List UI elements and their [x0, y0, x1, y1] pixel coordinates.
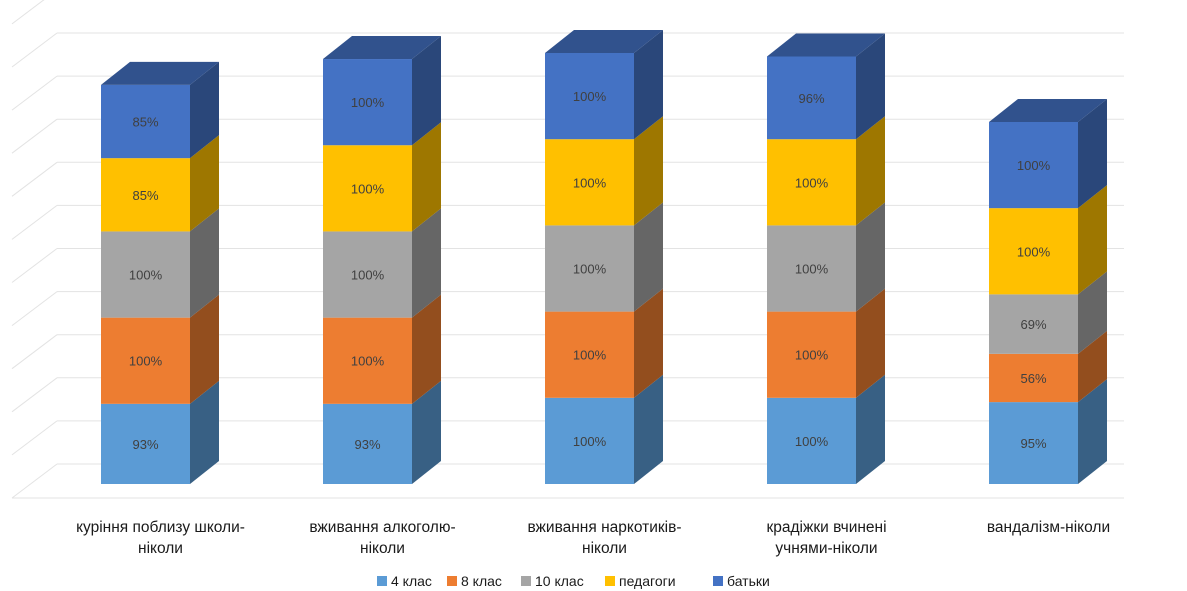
- bar-segment: 56%: [989, 330, 1107, 403]
- data-label: 69%: [1020, 317, 1046, 332]
- data-label: 95%: [1020, 436, 1046, 451]
- bar-segment: 100%: [545, 30, 663, 140]
- data-label: 93%: [132, 437, 158, 452]
- data-label: 100%: [351, 95, 385, 110]
- legend-swatch: [605, 576, 615, 586]
- data-label: 100%: [795, 348, 829, 363]
- legend-label: 8 клас: [461, 573, 502, 589]
- bar-segment: 100%: [989, 98, 1107, 209]
- bar-stack: 100% 100% 100% 100% 96%: [767, 33, 885, 484]
- bar-segment: 100%: [545, 374, 663, 484]
- bar-segment: 100%: [767, 202, 885, 312]
- bars: 93%100%100%85%85%93%100%100%100%100%100%…: [101, 30, 1107, 484]
- bar-segment: 95%: [989, 379, 1107, 484]
- bar-stack: 93% 100% 100% 100% 100%: [323, 36, 441, 484]
- bar-segment: 100%: [323, 36, 441, 146]
- bar-segment: 85%: [101, 135, 219, 232]
- legend-item: батьки: [713, 573, 770, 589]
- bar-segment: 100%: [323, 208, 441, 318]
- legend-label: 4 клас: [391, 573, 432, 589]
- legend-item: 10 клас: [521, 573, 584, 589]
- data-label: 100%: [351, 268, 385, 283]
- bar-segment: 69%: [989, 271, 1107, 354]
- data-label: 100%: [573, 434, 607, 449]
- category-labels: куріння поблизу школи-ніколи вживання алк…: [76, 519, 1110, 557]
- legend-label: педагоги: [619, 573, 676, 589]
- data-label: 100%: [573, 89, 607, 104]
- bar-stack: 93% 100% 100% 85% 85%: [101, 61, 219, 484]
- bar-segment: 100%: [323, 122, 441, 232]
- legend-swatch: [447, 576, 457, 586]
- bar-segment: 100%: [323, 294, 441, 404]
- gridline: [11, 0, 45, 25]
- data-label: 85%: [132, 115, 158, 130]
- legend-item: 4 клас: [377, 573, 432, 589]
- data-label: 100%: [573, 348, 607, 363]
- data-label: 100%: [129, 268, 163, 283]
- data-label: 100%: [573, 175, 607, 190]
- bar-segment: 100%: [767, 374, 885, 484]
- data-label: 100%: [573, 262, 607, 277]
- legend: 4 клас 8 клас 10 клас педагоги батьки: [377, 573, 770, 589]
- data-label: 100%: [351, 354, 385, 369]
- data-label: 100%: [129, 354, 163, 369]
- data-label: 85%: [132, 188, 158, 203]
- category-label: вживання наркотиків-ніколи: [527, 519, 681, 557]
- bar-segment: 93%: [323, 380, 441, 484]
- bar-segment: 100%: [989, 185, 1107, 295]
- data-label: 56%: [1020, 371, 1046, 386]
- bar-stack: 95% 56% 69% 100% 100%: [989, 98, 1107, 484]
- legend-swatch: [377, 576, 387, 586]
- bar-stack: 100% 100% 100% 100% 100%: [545, 30, 663, 484]
- category-label: куріння поблизу школи-ніколи: [76, 519, 245, 557]
- data-label: 93%: [354, 437, 380, 452]
- legend-label: батьки: [727, 573, 770, 589]
- legend-item: педагоги: [605, 573, 676, 589]
- data-label: 100%: [795, 175, 829, 190]
- legend-swatch: [521, 576, 531, 586]
- bar-segment: 96%: [767, 33, 885, 140]
- bar-segment: 100%: [767, 116, 885, 226]
- legend-label: 10 клас: [535, 573, 584, 589]
- data-label: 100%: [1017, 158, 1051, 173]
- data-label: 96%: [798, 91, 824, 106]
- bar-segment: 100%: [545, 202, 663, 312]
- bar-segment: 100%: [101, 208, 219, 318]
- data-label: 100%: [351, 181, 385, 196]
- data-label: 100%: [1017, 244, 1051, 259]
- legend-swatch: [713, 576, 723, 586]
- bar-segment: 100%: [545, 288, 663, 398]
- data-label: 100%: [795, 434, 829, 449]
- category-label: вандалізм-ніколи: [987, 519, 1110, 536]
- bar-segment: 85%: [101, 61, 219, 159]
- bar-segment: 100%: [545, 116, 663, 226]
- bar-segment: 100%: [101, 294, 219, 404]
- legend-item: 8 клас: [447, 573, 502, 589]
- data-label: 100%: [795, 262, 829, 277]
- category-label: крадіжки вчинені учнями-ніколи: [766, 519, 886, 557]
- bar-segment: 93%: [101, 380, 219, 484]
- category-label: вживання алкоголю-ніколи: [309, 519, 455, 557]
- bar-segment: 100%: [767, 288, 885, 398]
